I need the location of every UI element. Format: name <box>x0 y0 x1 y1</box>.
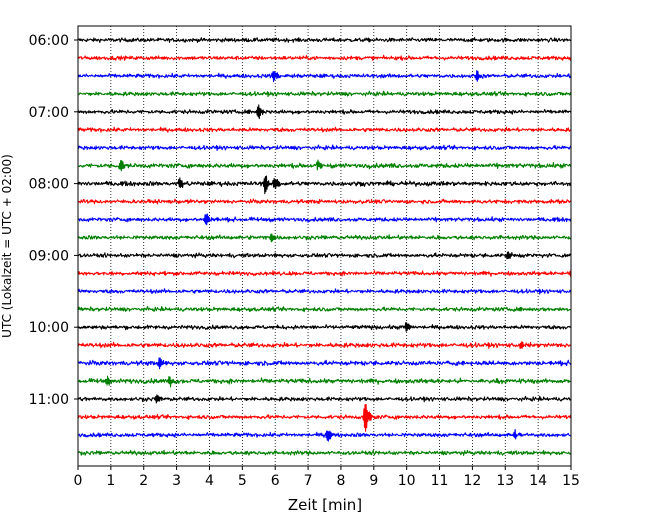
trace-layer <box>77 37 572 456</box>
frame-layer <box>77 25 572 467</box>
y-tick-label: 11:00 <box>29 392 69 408</box>
x-axis-ticks: 0 1 2 3 4 5 6 7 8 9 10 11 12 13 14 15 <box>74 466 580 489</box>
plot-frame <box>77 25 572 467</box>
y-tick-label: 07:00 <box>29 105 69 121</box>
x-tick-label: 6 <box>271 473 280 489</box>
trace-0800 <box>77 175 572 195</box>
x-tick-label: 12 <box>463 473 481 489</box>
x-tick-label: 9 <box>369 473 378 489</box>
x-tick-label: 8 <box>336 473 345 489</box>
x-tick-label: 11 <box>431 473 449 489</box>
x-tick-label: 15 <box>562 473 580 489</box>
trace-0845 <box>77 233 572 243</box>
y-tick-label: 10:00 <box>29 320 69 336</box>
x-tick-label: 1 <box>106 473 115 489</box>
trace-0715 <box>77 126 572 133</box>
trace-0630 <box>77 70 572 83</box>
trace-0745 <box>77 159 571 172</box>
x-tick-label: 0 <box>74 473 83 489</box>
x-tick-label: 4 <box>205 473 214 489</box>
x-tick-label: 13 <box>496 473 514 489</box>
x-axis-label: Zeit [min] <box>288 496 362 514</box>
x-tick-label: 5 <box>238 473 247 489</box>
trace-1145 <box>77 449 572 456</box>
trace-1000 <box>77 322 572 332</box>
trace-0600 <box>77 37 572 43</box>
grid-layer <box>110 26 539 466</box>
x-tick-label: 10 <box>398 473 416 489</box>
y-tick-label: 08:00 <box>29 177 69 193</box>
trace-0615 <box>77 54 572 61</box>
trace-0815 <box>77 198 572 205</box>
trace-0700 <box>77 104 572 120</box>
trace-1115 <box>77 404 572 432</box>
x-tick-label: 14 <box>529 473 547 489</box>
trace-1045 <box>77 375 572 388</box>
trace-0945 <box>77 305 572 313</box>
trace-0930 <box>77 288 572 295</box>
trace-0915 <box>77 268 572 277</box>
y-axis-ticks: 06:00 07:00 08:00 09:00 10:00 11:00 <box>29 33 78 408</box>
trace-1130 <box>77 428 572 442</box>
x-tick-label: 7 <box>304 473 313 489</box>
x-tick-label: 2 <box>139 473 148 489</box>
trace-1100 <box>77 394 572 404</box>
y-tick-label: 06:00 <box>29 33 69 49</box>
y-axis-label: UTC (Lokalzeit = UTC + 02:00) <box>0 154 14 338</box>
trace-1015 <box>77 341 572 349</box>
trace-0830 <box>77 213 572 226</box>
trace-1030 <box>77 357 572 370</box>
trace-0900 <box>77 251 572 260</box>
trace-0730 <box>77 144 572 151</box>
trace-0645 <box>77 90 572 98</box>
y-tick-label: 09:00 <box>29 248 69 264</box>
x-tick-label: 3 <box>172 473 181 489</box>
